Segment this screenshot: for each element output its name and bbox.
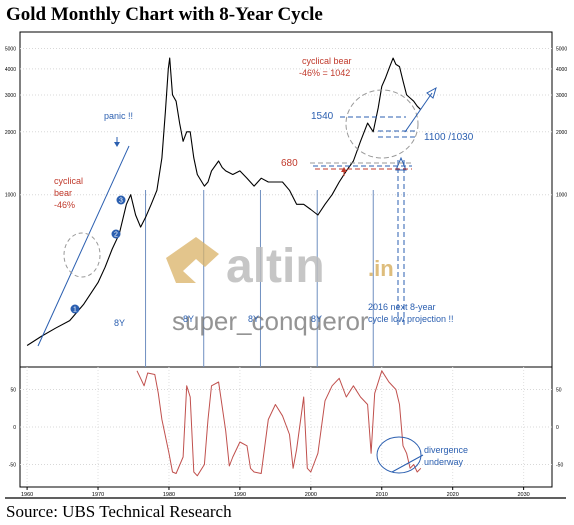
osc-tick-right: -50 (556, 463, 563, 469)
cycle-label-3: 8Y (248, 314, 259, 324)
annotation-bear-pct: -46% (54, 200, 75, 210)
annotation-underway: underway (424, 457, 464, 467)
chart-title: Gold Monthly Chart with 8-Year Cycle (6, 4, 323, 25)
wave-labels: 1 2 3 (70, 195, 126, 314)
y-tick-left: 5000 (5, 47, 16, 53)
annotation-projection-2: cycle low projection !! (368, 314, 454, 324)
y-tick-right: 4000 (556, 67, 567, 73)
annotation-divergence: divergence (424, 445, 468, 455)
annotation-cyclical-bear: cyclical bear (302, 56, 352, 66)
x-tick-label: 1990 (234, 492, 246, 498)
osc-tick-left: 50 (10, 388, 16, 394)
source-caption: Source: UBS Technical Research (6, 502, 232, 521)
watermark: altin .in super_conqueror (166, 237, 394, 336)
y-tick-right: 2000 (556, 130, 567, 136)
osc-tick-right: 50 (556, 388, 562, 394)
gold-price-line (26, 57, 422, 346)
lower-panel-frame (19, 366, 553, 488)
annotation-projection-1: 2016 next 8-year (368, 302, 436, 312)
annotation-panic: panic !! (104, 111, 133, 121)
annotation-680: 680 (281, 158, 298, 169)
oscillator-line (136, 370, 422, 477)
x-tick-label: 2000 (305, 492, 317, 498)
osc-tick-left: 0 (13, 425, 16, 431)
x-tick-label: 2030 (518, 492, 530, 498)
y-tick-right: 1000 (556, 193, 567, 199)
cycle-label-1: 8Y (114, 318, 125, 328)
circle-1975 (63, 232, 101, 278)
y-tick-left: 4000 (5, 67, 16, 73)
y-tick-left: 2000 (5, 130, 16, 136)
y-tick-right: 5000 (556, 47, 567, 53)
watermark-brand: altin (226, 240, 325, 293)
y-tick-left: 3000 (5, 93, 16, 99)
projection-up-arrow-icon (426, 86, 437, 99)
x-tick-label: 1980 (163, 492, 175, 498)
annotation-cyclical: cyclical (54, 176, 83, 186)
cycle-label-2: 8Y (183, 314, 194, 324)
panic-arrow-icon (114, 142, 120, 147)
x-tick-label: 1970 (92, 492, 104, 498)
y-tick-right: 3000 (556, 93, 567, 99)
low-680-arrow-icon (341, 167, 347, 172)
cycle-label-4: 8Y (311, 314, 322, 324)
annotation-1540: 1540 (311, 111, 334, 122)
osc-tick-left: -50 (9, 463, 16, 469)
circle-2012 (345, 89, 419, 159)
watermark-user: super_conqueror (172, 306, 369, 336)
x-tick-label: 1960 (21, 492, 33, 498)
trendline (37, 145, 130, 347)
osc-tick-right: 0 (556, 425, 559, 431)
projection-up-line (404, 92, 433, 133)
annotation-bear: bear (54, 188, 72, 198)
divergence-line (391, 454, 424, 473)
wave-label-2: 2 (114, 232, 118, 239)
projection-arrow-icon (395, 156, 407, 171)
x-tick-label: 2010 (376, 492, 388, 498)
watermark-suffix: .in (368, 256, 394, 281)
y-tick-left: 1000 (5, 193, 16, 199)
wave-label-3: 3 (119, 198, 123, 205)
x-tick-label: 2020 (447, 492, 459, 498)
watermark-logo-icon (166, 237, 219, 283)
divergence-circle (376, 436, 422, 474)
annotation-1100-1030: 1100 /1030 (424, 132, 474, 143)
wave-label-1: 1 (73, 307, 77, 314)
annotation-bear-1042: -46% = 1042 (299, 68, 350, 78)
